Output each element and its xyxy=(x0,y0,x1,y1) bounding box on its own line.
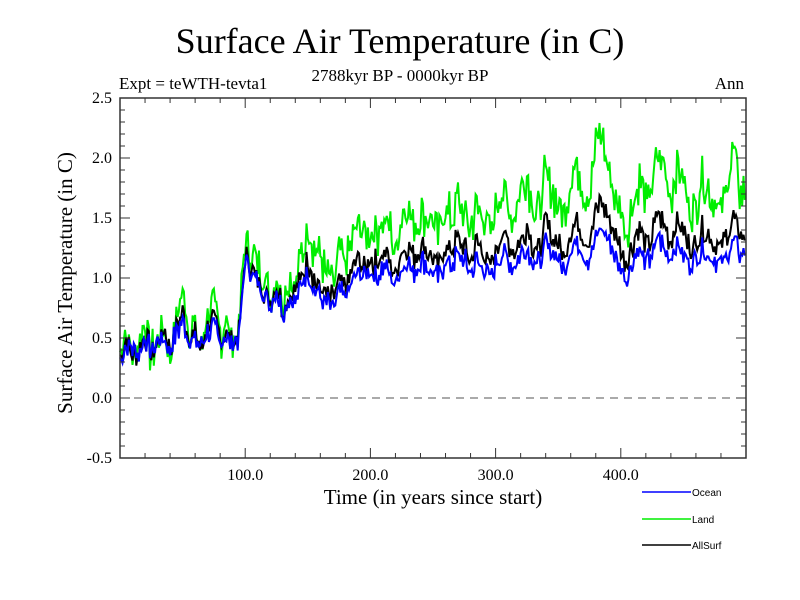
y-axis-title: Surface Air Temperature (in C) xyxy=(53,152,77,414)
chart-title: Surface Air Temperature (in C) xyxy=(175,21,625,61)
legend-label-ocean: Ocean xyxy=(692,488,721,499)
series-line-land xyxy=(119,122,746,371)
plot-frame xyxy=(119,97,747,459)
y-tick-label: 1.0 xyxy=(92,270,112,287)
y-tick-label: 1.5 xyxy=(92,210,112,227)
y-tick-label: 0.5 xyxy=(92,330,112,347)
legend-label-land: Land xyxy=(692,515,714,526)
series-line-ocean xyxy=(119,227,746,367)
x-tick-label: 300.0 xyxy=(478,467,514,484)
ticks-layer: 100.0 200.0 300.0 400.0 -0.5 0.0 0.5 1.0 1.5 2.0 2… xyxy=(87,90,746,484)
y-tick-label: 2.0 xyxy=(92,150,112,167)
y-tick-label: 2.5 xyxy=(92,90,112,107)
chart-subtitle: 2788kyr BP - 0000kyr BP xyxy=(311,66,489,85)
y-tick-label: 0.0 xyxy=(92,390,112,407)
x-axis-title: Time (in years since start) xyxy=(324,485,543,509)
x-tick-label: 200.0 xyxy=(352,467,388,484)
y-tick-label: -0.5 xyxy=(87,450,112,467)
season-label: Ann xyxy=(714,74,744,93)
series-layer xyxy=(119,122,746,371)
legend-label-allsurf: AllSurf xyxy=(692,541,722,552)
legend: Ocean Land AllSurf xyxy=(642,488,722,552)
x-tick-label: 400.0 xyxy=(603,467,639,484)
experiment-label: Expt = teWTH-tevta1 xyxy=(119,74,268,93)
x-tick-label: 100.0 xyxy=(227,467,263,484)
